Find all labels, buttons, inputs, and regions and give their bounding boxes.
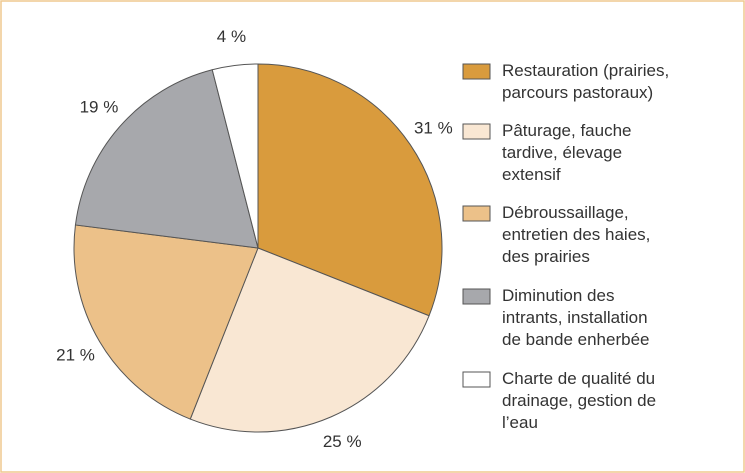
legend-label: Restauration (prairies, parcours pastorau… xyxy=(502,61,669,102)
slice-label: 25 % xyxy=(323,432,362,451)
slice-label: 21 % xyxy=(56,345,95,364)
legend-swatch xyxy=(462,288,491,305)
legend-swatch xyxy=(462,205,491,222)
legend-label: Pâturage, fauche tardive, élevage extensif xyxy=(502,121,631,184)
slice-label: 31 % xyxy=(414,118,453,137)
slice-label: 4 % xyxy=(217,27,246,46)
pie-slice xyxy=(211,63,259,249)
pie-slice xyxy=(189,247,430,433)
legend-swatch xyxy=(462,371,491,388)
pie-slice xyxy=(74,69,259,249)
legend-label: Débroussaillage, entretien des haies, des … xyxy=(502,203,650,266)
pie-slice xyxy=(73,224,259,420)
slice-label: 19 % xyxy=(80,97,119,116)
legend-swatch xyxy=(462,63,491,80)
legend-label: Charte de qualité du drainage, gestion de… xyxy=(502,369,656,432)
legend-label: Diminution des intrants, installation de b… xyxy=(502,286,649,349)
pie-slice xyxy=(257,63,443,317)
legend-swatch xyxy=(462,123,491,140)
